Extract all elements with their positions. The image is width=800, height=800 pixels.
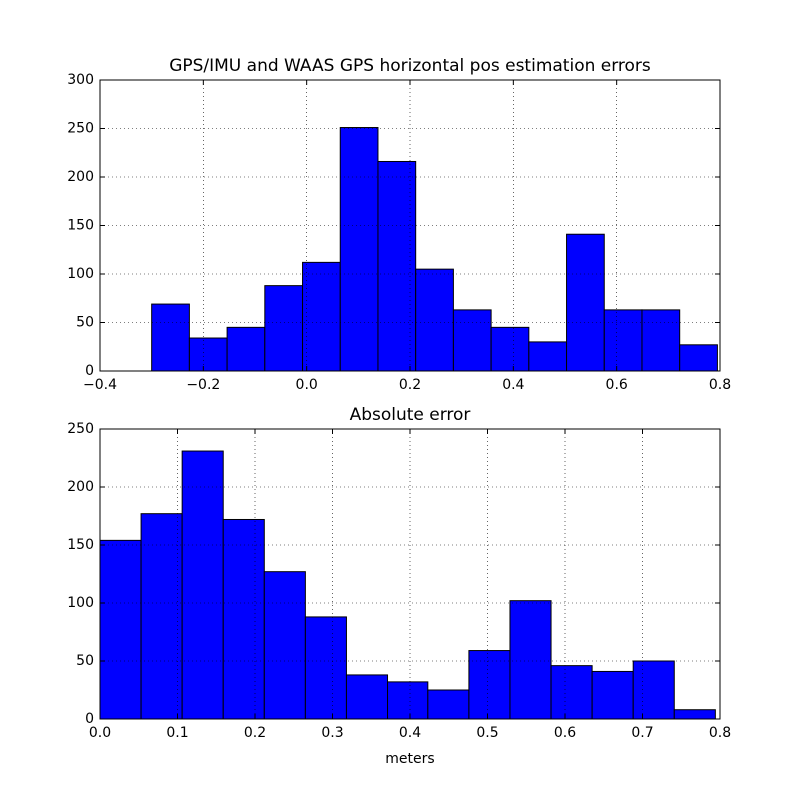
y-tick-label: 100 — [67, 595, 94, 611]
bar — [468, 650, 511, 720]
axes-frame — [99, 428, 721, 720]
bar — [415, 268, 454, 372]
y-tick-label: 150 — [67, 537, 94, 553]
x-tick-label: 0.6 — [606, 377, 628, 393]
bar — [99, 539, 142, 720]
y-tick-label: 0 — [85, 363, 94, 379]
bar — [679, 344, 718, 372]
x-tick-label: 0.4 — [399, 725, 421, 741]
bar — [304, 616, 347, 720]
x-tick-label: 0.0 — [89, 725, 111, 741]
bar — [528, 341, 568, 372]
x-tick-label: 0.1 — [166, 725, 188, 741]
bar — [641, 309, 681, 372]
x-tick-label: 0.3 — [321, 725, 343, 741]
bar — [377, 160, 417, 372]
bar — [222, 518, 265, 720]
y-tick-label: 300 — [67, 72, 94, 88]
bar — [509, 600, 552, 720]
y-tick-label: 100 — [67, 266, 94, 282]
x-tick-label: 0.6 — [554, 725, 576, 741]
bar — [452, 309, 492, 372]
x-tick-label: 0.5 — [476, 725, 498, 741]
bar — [188, 337, 228, 372]
bar — [632, 660, 675, 720]
bar — [140, 513, 183, 720]
y-tick-label: 200 — [67, 169, 94, 185]
y-tick-label: 0 — [85, 711, 94, 727]
chart-title: Absolute error — [350, 405, 471, 425]
x-tick-label: −0.4 — [83, 377, 117, 393]
x-tick-label: 0.7 — [631, 725, 653, 741]
x-tick-label: 0.8 — [709, 377, 731, 393]
bar — [427, 689, 470, 720]
axes-frame — [99, 79, 721, 372]
bar — [673, 709, 716, 720]
chart-title: GPS/IMU and WAAS GPS horizontal pos esti… — [169, 56, 651, 76]
bar — [566, 233, 605, 372]
bar — [603, 309, 643, 372]
x-tick-label: 0.4 — [502, 377, 524, 393]
bar — [550, 665, 593, 720]
y-tick-label: 150 — [67, 218, 94, 234]
y-tick-label: 250 — [67, 421, 94, 437]
y-tick-label: 200 — [67, 479, 94, 495]
bar — [387, 681, 429, 720]
bar — [591, 670, 634, 720]
bar — [339, 127, 379, 372]
y-tick-label: 50 — [76, 653, 94, 669]
bar — [302, 261, 341, 372]
bar — [226, 326, 266, 372]
x-tick-label: 0.2 — [399, 377, 421, 393]
bar — [151, 303, 190, 372]
x-tick-label: 0.2 — [244, 725, 266, 741]
bar — [263, 571, 306, 720]
x-tick-label: 0.8 — [709, 725, 731, 741]
x-tick-label: −0.2 — [186, 377, 220, 393]
x-tick-label: 0.0 — [296, 377, 318, 393]
y-tick-label: 50 — [76, 315, 94, 331]
bar — [490, 326, 530, 372]
y-tick-label: 250 — [67, 121, 94, 137]
bar — [345, 674, 389, 720]
x-axis-label: meters — [385, 751, 434, 767]
bar — [264, 285, 304, 372]
bar — [181, 450, 224, 720]
